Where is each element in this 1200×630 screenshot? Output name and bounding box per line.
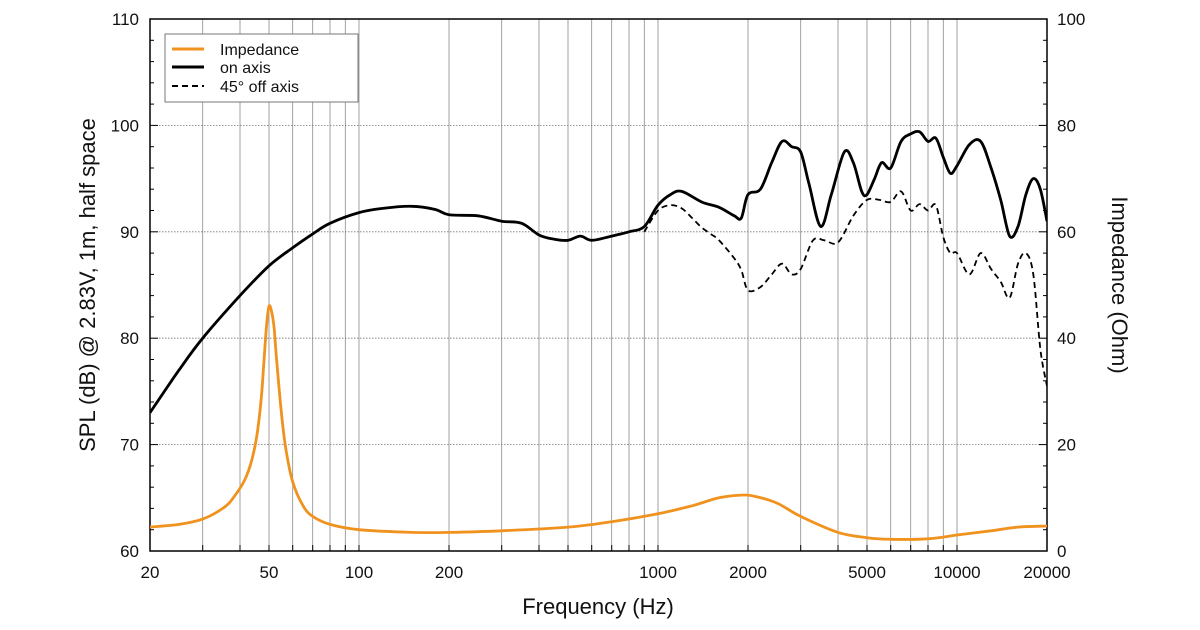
y2-tick-label: 0 bbox=[1057, 542, 1066, 561]
x-tick-label: 1000 bbox=[639, 563, 677, 582]
x-tick-label: 50 bbox=[260, 563, 279, 582]
x-tick-labels: 20 50 100 200 1000 2000 5000 10000 20000 bbox=[141, 563, 1071, 582]
x-tick-label: 5000 bbox=[848, 563, 886, 582]
legend: Impedance on axis 45° off axis bbox=[164, 33, 359, 103]
y-tick-label: 60 bbox=[120, 542, 139, 561]
x-axis-title: Frequency (Hz) bbox=[522, 594, 674, 619]
y-tick-labels: 60 70 80 90 100 110 bbox=[111, 10, 139, 561]
y2-tick-label: 20 bbox=[1057, 436, 1076, 455]
x-tick-label: 2000 bbox=[729, 563, 767, 582]
y2-tick-label: 80 bbox=[1057, 116, 1076, 135]
y2-tick-labels: 0 20 40 60 80 100 bbox=[1057, 10, 1085, 561]
plot-frame bbox=[149, 18, 1048, 552]
legend-label-on-axis: on axis bbox=[220, 60, 271, 77]
series-layer bbox=[150, 129, 1047, 541]
y-tick-label: 100 bbox=[111, 116, 139, 135]
y-tick-label: 80 bbox=[120, 329, 139, 348]
y-tick-label: 90 bbox=[120, 223, 139, 242]
y2-axis-title: Impedance (Ohm) bbox=[1107, 196, 1132, 373]
x-tick-label: 20000 bbox=[1023, 563, 1070, 582]
x-tick-label: 200 bbox=[435, 563, 463, 582]
series-line-45-off-axis bbox=[643, 190, 1047, 387]
y-tick-label: 70 bbox=[120, 436, 139, 455]
x-tick-label: 20 bbox=[141, 563, 160, 582]
y2-tick-label: 40 bbox=[1057, 329, 1076, 348]
y2-tick-label: 100 bbox=[1057, 10, 1085, 29]
legend-label-impedance: Impedance bbox=[220, 42, 299, 59]
series-line-on-axis bbox=[150, 129, 1047, 414]
legend-label-off-axis: 45° off axis bbox=[220, 79, 299, 96]
x-tick-label: 10000 bbox=[933, 563, 980, 582]
y2-tick-label: 60 bbox=[1057, 223, 1076, 242]
series-line-impedance bbox=[150, 304, 1047, 541]
y-axis-title: SPL (dB) @ 2.83V, 1m, half space bbox=[75, 118, 100, 452]
y-tick-label: 110 bbox=[112, 10, 139, 29]
x-tick-label: 100 bbox=[345, 563, 373, 582]
grid bbox=[150, 19, 1047, 551]
